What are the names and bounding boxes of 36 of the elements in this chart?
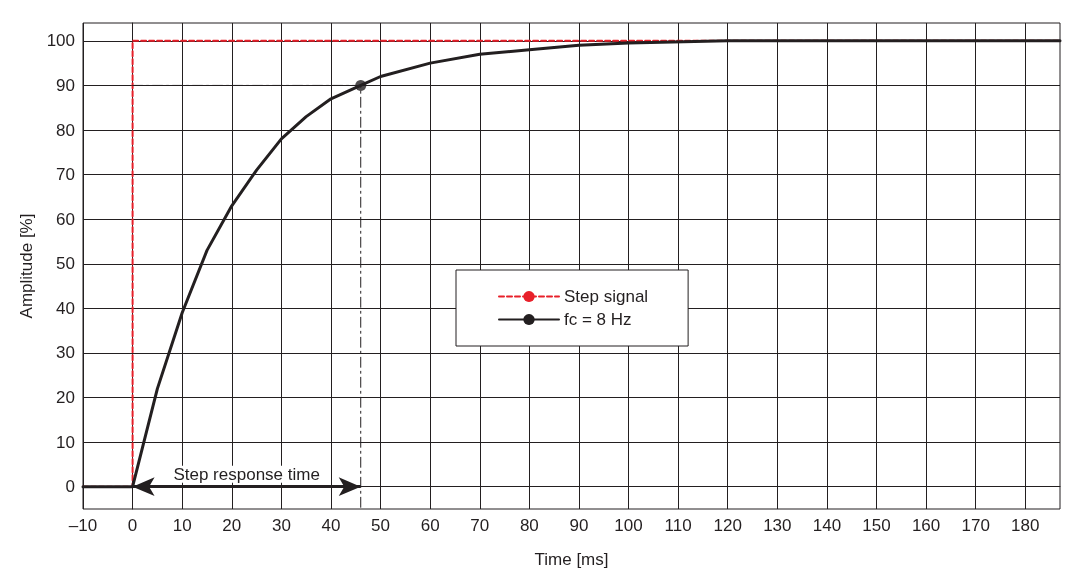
- y-tick-label: 30: [56, 343, 75, 363]
- x-tick-label: 0: [127, 516, 138, 535]
- x-tick-label: 40: [321, 516, 341, 535]
- x-tick-label: 80: [519, 516, 539, 535]
- y-tick-label: 40: [56, 298, 75, 318]
- y-tick-label: 80: [56, 120, 75, 140]
- x-tick-label: 100: [614, 516, 643, 535]
- x-tick-label: 90: [569, 516, 589, 535]
- x-tick-label: –10: [68, 516, 98, 535]
- y-tick-label: 0: [65, 477, 75, 497]
- x-tick-label: 130: [763, 516, 792, 535]
- x-axis-title: Time [ms]: [534, 550, 609, 569]
- x-tick-label: 60: [420, 516, 440, 535]
- y-axis-title: Amplitude [%]: [17, 213, 36, 319]
- y-tick-label: 90: [56, 75, 75, 95]
- y-tick-label: 50: [56, 254, 75, 274]
- legend-label: Step signal: [564, 287, 649, 306]
- y-tick-label: 100: [46, 31, 75, 51]
- y-tick-label: 60: [56, 209, 75, 229]
- annotation: Step response time: [173, 464, 320, 484]
- x-tick-label: 180: [1011, 516, 1040, 535]
- y-tick-label: 20: [56, 388, 75, 408]
- x-tick-label: 110: [664, 516, 692, 535]
- y-tick-label: 70: [56, 165, 75, 185]
- x-tick-label: 10: [172, 516, 192, 535]
- x-tick-label: 50: [371, 516, 391, 535]
- x-tick-label: 70: [470, 516, 490, 535]
- x-tick-label: 160: [911, 516, 941, 535]
- x-tick-label: 140: [812, 516, 842, 535]
- x-tick-label: 30: [271, 516, 291, 535]
- x-tick-label: 170: [961, 516, 990, 535]
- y-tick-label: 10: [56, 432, 75, 452]
- x-tick-label: 20: [222, 516, 242, 535]
- x-tick-label: 150: [862, 516, 891, 535]
- legend-label: fc = 8 Hz: [564, 310, 632, 329]
- x-tick-label: 120: [713, 516, 742, 535]
